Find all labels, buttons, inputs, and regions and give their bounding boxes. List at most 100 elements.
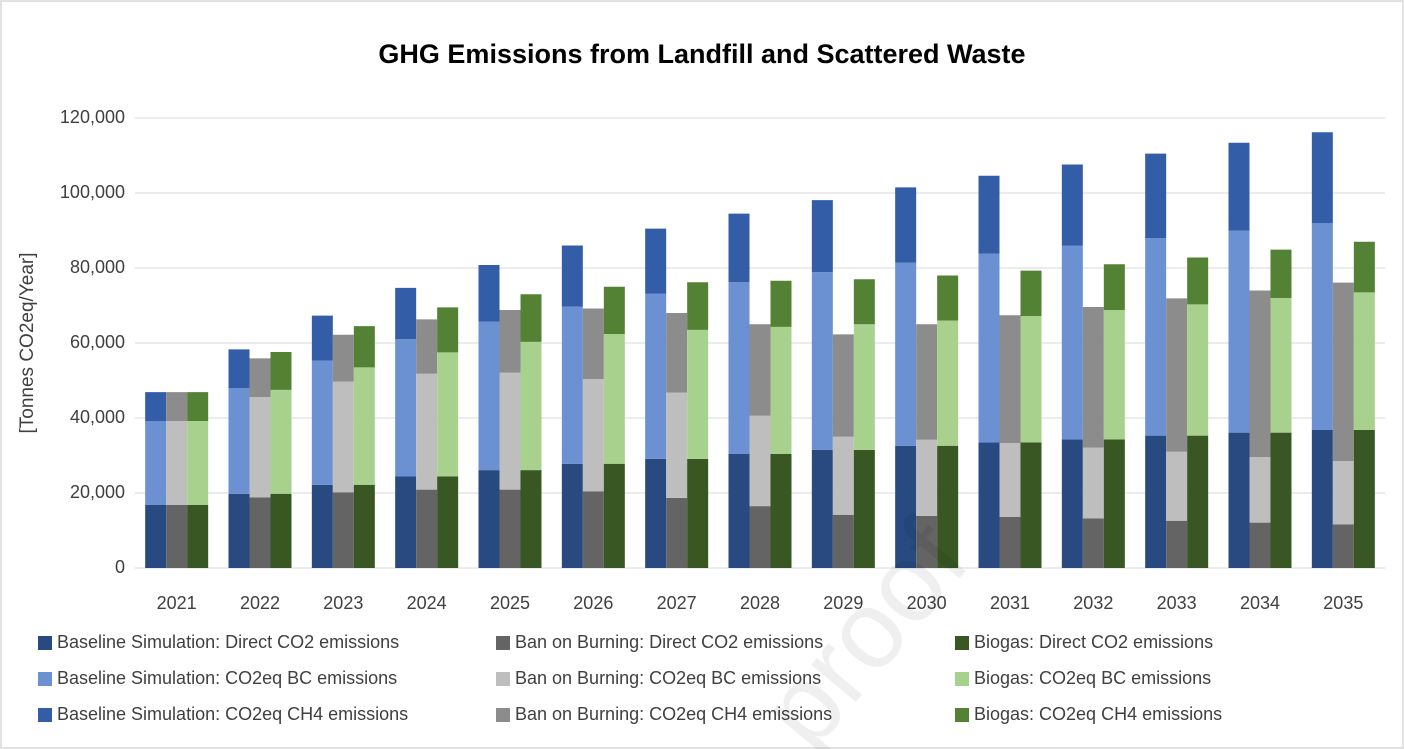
bar-segment (1061, 164, 1083, 246)
bar-segment (1249, 522, 1271, 568)
bar-segment (437, 476, 459, 568)
bar-segment (582, 308, 604, 379)
bar-segment (666, 313, 688, 393)
y-tick-label: 20,000 (70, 482, 125, 502)
bar-segment (270, 493, 292, 568)
bar-segment (166, 505, 188, 568)
bar-segment (832, 514, 854, 568)
bar-segment (187, 392, 209, 421)
legend-swatch (955, 636, 969, 650)
bar-segment (1353, 241, 1375, 293)
bar-segment (520, 294, 542, 342)
bar-segment (666, 392, 688, 498)
y-axis-label: [Tonnes CO2eq/Year] (17, 253, 38, 434)
bar-segment (520, 470, 542, 568)
bar-segment (145, 421, 167, 505)
bar-segment (416, 373, 438, 490)
bar-segment (1020, 270, 1042, 316)
x-tick-label: 2021 (157, 593, 197, 613)
x-tick-label: 2027 (657, 593, 697, 613)
bar-segment (145, 505, 167, 568)
bar-segment (1166, 298, 1188, 452)
legend-swatch (496, 636, 510, 650)
legend-label: Ban on Burning: CO2eq CH4 emissions (515, 704, 832, 724)
x-tick-label: 2025 (490, 593, 530, 613)
bar-segment (395, 339, 417, 477)
bar-segment (811, 272, 833, 450)
bar-segment (1166, 451, 1188, 521)
bar-segment (603, 286, 625, 334)
bar-segment (1332, 524, 1354, 568)
bar-segment (1020, 442, 1042, 568)
bar-segment (1187, 435, 1209, 568)
x-tick-label: 2033 (1157, 593, 1197, 613)
bar-segment (645, 293, 667, 459)
bar-segment (645, 458, 667, 568)
bar-segment (687, 282, 709, 330)
bar-segment (1353, 430, 1375, 568)
bar-segment (228, 349, 250, 388)
bar-segment (582, 379, 604, 492)
y-tick-label: 60,000 (70, 332, 125, 352)
bar-segment (1270, 298, 1292, 433)
bar-segment (1311, 223, 1333, 430)
bar-segment (416, 319, 438, 374)
bar-segment (353, 326, 375, 368)
bar-segment (499, 310, 521, 373)
bar-segment (937, 445, 959, 568)
bar-segment (832, 436, 854, 515)
bar-segment (749, 415, 771, 507)
legend-label: Ban on Burning: CO2eq BC emissions (515, 668, 821, 688)
bar-segment (1228, 142, 1250, 231)
bar-segment (249, 397, 271, 498)
legend-label: Baseline Simulation: CO2eq CH4 emissions (57, 704, 408, 724)
x-tick-label: 2028 (740, 593, 780, 613)
bar-segment (999, 517, 1021, 568)
bar-segment (478, 265, 500, 322)
x-tick-label: 2024 (407, 593, 447, 613)
bar-segment (1270, 249, 1292, 298)
bar-segment (687, 329, 709, 459)
bar-segment (1103, 310, 1125, 440)
bar-segment (895, 445, 917, 568)
bar-segment (687, 458, 709, 568)
bar-segment (353, 484, 375, 568)
x-tick-label: 2031 (990, 593, 1030, 613)
bar-segment (1249, 290, 1271, 457)
bar-segment (228, 388, 250, 494)
bar-segment (978, 253, 1000, 443)
bar-segment (478, 321, 500, 471)
bar-segment (999, 315, 1021, 444)
legend-swatch (38, 708, 52, 722)
bar-segment (249, 358, 271, 397)
bar-segment (895, 187, 917, 263)
legend-label: Biogas: Direct CO2 emissions (974, 632, 1213, 652)
bar-segment (603, 463, 625, 568)
legend-swatch (38, 636, 52, 650)
bar-segment (1166, 520, 1188, 568)
bar-segment (916, 515, 938, 568)
chart-title: GHG Emissions from Landfill and Scattere… (378, 39, 1025, 69)
bar-segment (770, 454, 792, 568)
x-tick-label: 2032 (1073, 593, 1113, 613)
bar-segment (437, 307, 459, 353)
bar-segment (728, 282, 750, 454)
x-tick-label: 2023 (323, 593, 363, 613)
bar-segment (645, 228, 667, 294)
bar-segment (978, 442, 1000, 568)
legend-swatch (955, 708, 969, 722)
legend-swatch (955, 672, 969, 686)
bar-segment (1103, 439, 1125, 568)
bar-segment (561, 245, 583, 307)
bar-segment (895, 262, 917, 446)
bar-segment (1249, 457, 1271, 523)
legend-label: Ban on Burning: Direct CO2 emissions (515, 632, 823, 652)
y-tick-label: 40,000 (70, 407, 125, 427)
bar-segment (937, 275, 959, 321)
y-tick-label: 100,000 (60, 182, 125, 202)
legend-swatch (38, 672, 52, 686)
bar-segment (1061, 245, 1083, 440)
bar-segment (811, 200, 833, 273)
x-tick-label: 2030 (907, 593, 947, 613)
